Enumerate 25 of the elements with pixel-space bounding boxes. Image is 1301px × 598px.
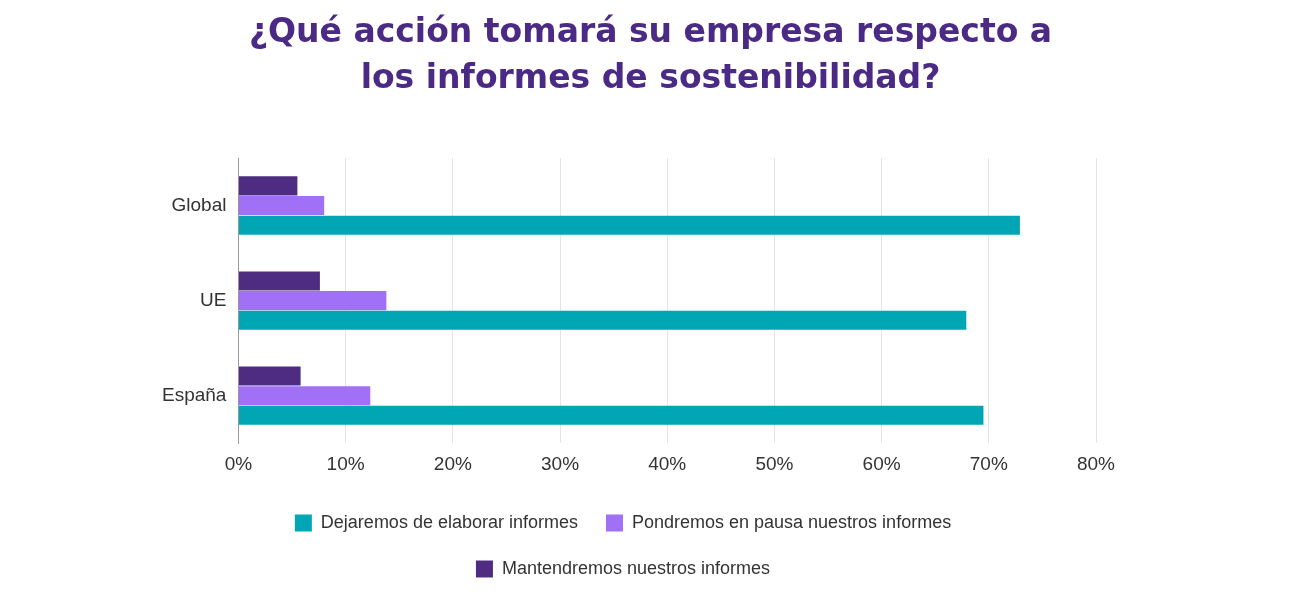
x-tick-label: 10% [326,452,365,474]
legend-label: Pondremos en pausa nuestros informes [631,511,952,532]
x-tick-label: 40% [648,452,687,474]
x-tick-label: 30% [541,452,580,474]
y-tick-label: Global [171,193,227,215]
bar [238,215,1020,235]
bar [238,386,371,406]
bar [238,405,984,425]
x-tick-label: 50% [755,452,794,474]
x-tick-label: 80% [1076,452,1116,474]
chart-title: ¿Qué acción tomará su empresa respecto a los informes de sostenibilidad? [247,10,1054,98]
x-tick-label: 0% [224,452,253,474]
bar [238,271,320,291]
legend-label: Dejaremos de elaborar informes [320,511,578,532]
legend-label: Mantendremos nuestros informes [501,557,771,578]
bar [238,366,301,386]
y-tick-label: UE [200,288,227,310]
bar [238,310,967,330]
x-tick-label: 70% [969,452,1008,474]
bar [238,291,387,311]
x-tick-label: 60% [862,452,901,474]
bar [238,196,325,216]
y-tick-label: España [161,383,227,405]
bar [238,176,298,196]
x-tick-label: 20% [433,452,472,474]
